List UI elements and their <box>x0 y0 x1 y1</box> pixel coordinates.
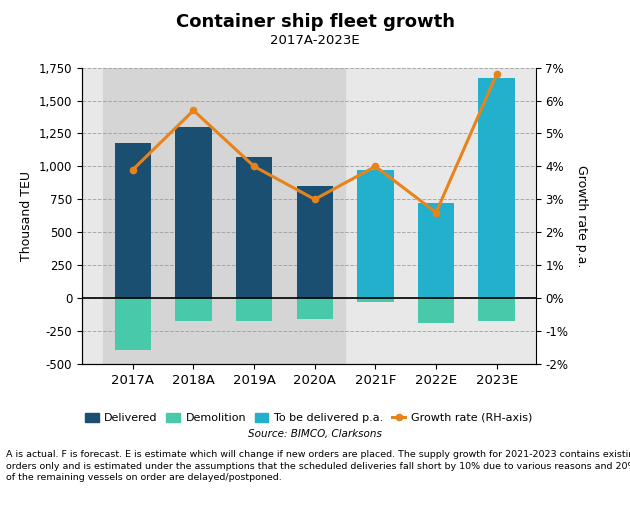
Bar <box>418 298 454 322</box>
Bar <box>175 127 212 298</box>
Bar <box>479 298 515 321</box>
Bar <box>357 210 394 298</box>
Bar <box>115 298 151 349</box>
Bar <box>418 203 454 298</box>
Text: Container ship fleet growth: Container ship fleet growth <box>176 13 454 31</box>
Bar <box>297 186 333 298</box>
Bar <box>297 298 333 319</box>
Bar <box>236 157 272 298</box>
Y-axis label: Growth rate p.a.: Growth rate p.a. <box>575 165 588 267</box>
Text: A is actual. F is forecast. E is estimate which will change if new orders are pl: A is actual. F is forecast. E is estimat… <box>6 450 630 483</box>
Text: Source: BIMCO, Clarksons: Source: BIMCO, Clarksons <box>248 429 382 439</box>
Bar <box>115 144 151 298</box>
Bar <box>357 170 394 298</box>
Bar <box>479 78 515 298</box>
Bar <box>236 298 272 321</box>
Legend: Delivered, Demolition, To be delivered p.a., Growth rate (RH-axis): Delivered, Demolition, To be delivered p… <box>81 408 537 427</box>
Y-axis label: Thousand TEU: Thousand TEU <box>20 171 33 261</box>
Text: 2017A-2023E: 2017A-2023E <box>270 34 360 47</box>
Bar <box>175 298 212 320</box>
Bar <box>357 298 394 302</box>
Bar <box>103 68 345 364</box>
